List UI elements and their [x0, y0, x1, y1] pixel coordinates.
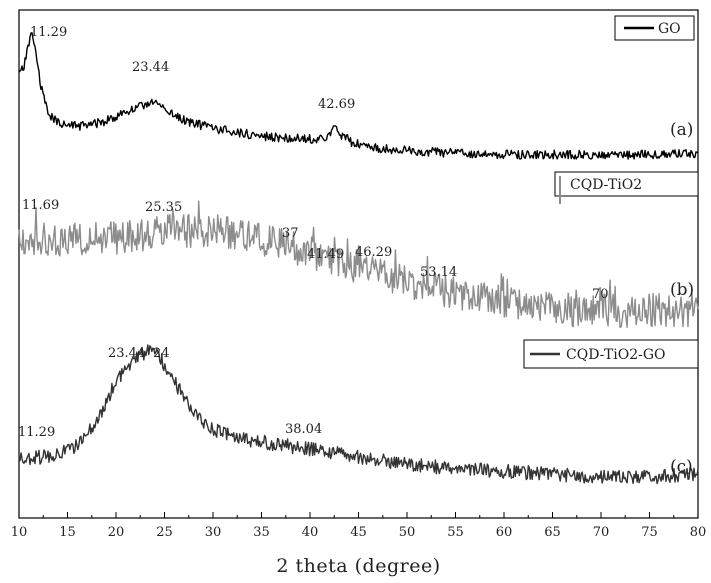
legend-label-2: CQD-TiO2	[570, 177, 642, 193]
peak-label: 11.69	[22, 198, 59, 213]
peak-label: 46.29	[355, 245, 392, 260]
peak-label: 23.44	[108, 346, 145, 361]
series-line-2	[18, 200, 699, 328]
panel-label-3: (c)	[670, 457, 693, 477]
legend-label-3: CQD-TiO2-GO	[566, 347, 666, 363]
x-tick-label: 75	[641, 525, 658, 540]
series-line-3	[18, 344, 699, 485]
x-tick-label: 25	[156, 525, 173, 540]
x-tick-label: 20	[108, 525, 125, 540]
x-tick-label: 10	[11, 525, 28, 540]
peak-label: 24	[153, 346, 170, 361]
x-tick-label: 70	[593, 525, 610, 540]
x-tick-label: 65	[544, 525, 561, 540]
peak-label: 11.29	[30, 25, 67, 40]
x-tick-label: 60	[496, 525, 513, 540]
x-tick-label: 35	[253, 525, 270, 540]
peak-label: 11.29	[18, 425, 55, 440]
x-tick-label: 45	[350, 525, 367, 540]
peak-label: 37	[282, 226, 299, 241]
peak-label: 70	[592, 287, 609, 302]
x-tick-label: 40	[302, 525, 319, 540]
panel-label-2: (b)	[670, 280, 694, 300]
x-tick-label: 80	[690, 525, 707, 540]
peak-label: 25.35	[145, 200, 182, 215]
series-line-1	[18, 32, 699, 160]
x-axis-title: 2 theta (degree)	[276, 555, 440, 577]
x-tick-label: 55	[447, 525, 464, 540]
legend-box-2	[554, 171, 699, 197]
peak-label: 53.14	[420, 265, 457, 280]
peak-label: 38.04	[285, 422, 322, 437]
panel-label-1: (a)	[670, 120, 693, 140]
x-tick-label: 50	[399, 525, 416, 540]
legend-box-3	[523, 339, 699, 369]
x-tick-label: 15	[59, 525, 76, 540]
peak-label: 42.69	[318, 97, 355, 112]
peak-label: 41.49	[307, 247, 344, 262]
peak-label: 23.44	[132, 60, 169, 75]
x-tick-label: 30	[205, 525, 222, 540]
legend-label-1: GO	[658, 21, 681, 37]
